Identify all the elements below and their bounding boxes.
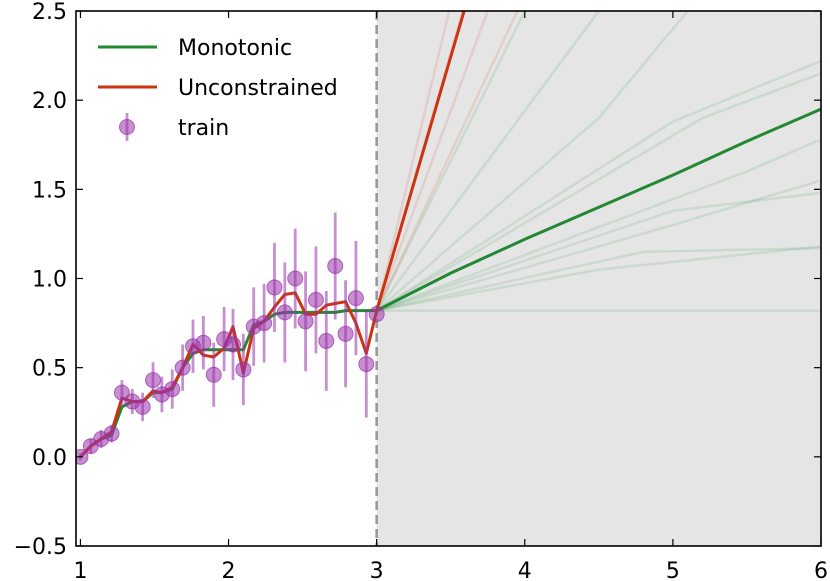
train-point <box>287 270 304 287</box>
axis-ticks: 1 2 3 4 5 6 −0.5 0.0 0.5 1.0 1.5 2.0 2.5 <box>14 0 828 581</box>
y-tick-label: 0.0 <box>32 446 67 471</box>
x-tick-label: 4 <box>518 559 532 581</box>
train-point <box>145 372 162 389</box>
monotonic-sample-line <box>376 138 821 312</box>
train-point <box>224 336 241 353</box>
train-point <box>327 258 344 275</box>
y-tick-label: 2.5 <box>32 0 67 25</box>
extrapolation-region <box>376 11 821 546</box>
train-point <box>368 306 385 323</box>
legend-monotonic-label: Monotonic <box>178 36 292 61</box>
unconstrained-sample-line <box>375 11 519 312</box>
unconstrained-sample-line <box>375 11 489 312</box>
shaded-region <box>376 11 821 546</box>
train-point <box>318 332 335 349</box>
train-point <box>235 361 252 378</box>
y-tick-label: 1.5 <box>32 178 67 203</box>
train-point <box>358 356 375 373</box>
train-point <box>134 398 151 415</box>
train-points <box>76 212 385 465</box>
sample-lines <box>375 11 821 312</box>
train-point <box>113 384 130 401</box>
unconstrained-sample-line <box>375 11 451 311</box>
train-point <box>174 359 191 376</box>
monotonic-sample-line <box>375 11 526 312</box>
x-tick-label: 6 <box>814 559 828 581</box>
monotonic-sample-line <box>375 11 600 312</box>
monotonic-sample-line <box>376 245 821 312</box>
x-tick-label: 2 <box>222 559 236 581</box>
monotonic-sample-line <box>376 59 821 312</box>
y-tick-label: 1.0 <box>32 268 67 293</box>
legend: Monotonic Unconstrained train <box>98 36 338 141</box>
y-tick-label: 2.0 <box>32 89 67 114</box>
monotonic-sample-line <box>376 191 821 312</box>
legend-unconstrained-label: Unconstrained <box>178 76 338 101</box>
train-point <box>347 290 364 307</box>
legend-train-swatch <box>119 119 135 135</box>
x-tick-label: 3 <box>370 559 384 581</box>
y-tick-label: 0.5 <box>32 357 67 382</box>
train-point <box>164 381 181 398</box>
monotonic-sample-line <box>376 72 821 312</box>
train-point <box>297 313 314 330</box>
x-tick-label: 5 <box>666 559 680 581</box>
train-point <box>256 315 273 332</box>
train-point <box>205 366 222 383</box>
x-tick-label: 1 <box>73 559 87 581</box>
train-point <box>307 291 324 308</box>
train-point <box>266 279 283 296</box>
legend-train-label: train <box>178 116 229 141</box>
train-point <box>276 304 293 321</box>
train-point <box>337 325 354 342</box>
monotonic-sample-line <box>376 179 821 312</box>
y-tick-label: −0.5 <box>14 535 67 560</box>
train-point <box>195 334 212 351</box>
train-point <box>103 425 120 442</box>
monotonic-sample-line <box>375 11 689 312</box>
monotonic-sample-line <box>376 246 821 312</box>
